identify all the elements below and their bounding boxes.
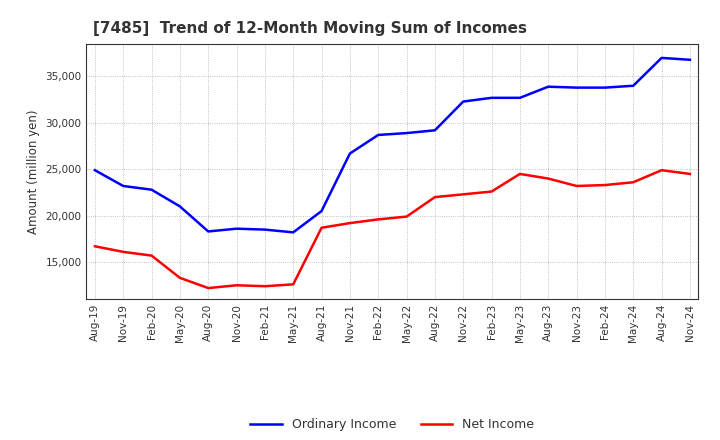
Net Income — [148, 253, 156, 258]
Net Income — [91, 244, 99, 249]
Net Income — [431, 194, 439, 200]
Ordinary Income — [572, 85, 581, 90]
Net Income — [629, 180, 637, 185]
Net Income — [374, 217, 382, 222]
Net Income — [402, 214, 411, 219]
Ordinary Income — [148, 187, 156, 192]
Net Income — [318, 225, 326, 231]
Ordinary Income — [516, 95, 524, 100]
Net Income — [261, 283, 269, 289]
Net Income — [204, 286, 212, 291]
Ordinary Income — [261, 227, 269, 232]
Net Income — [346, 220, 354, 226]
Ordinary Income — [657, 55, 666, 61]
Text: [7485]  Trend of 12-Month Moving Sum of Incomes: [7485] Trend of 12-Month Moving Sum of I… — [92, 21, 526, 36]
Net Income — [487, 189, 496, 194]
Ordinary Income — [289, 230, 297, 235]
Ordinary Income — [374, 132, 382, 138]
Ordinary Income — [459, 99, 467, 104]
Net Income — [544, 176, 552, 181]
Ordinary Income — [629, 83, 637, 88]
Line: Net Income: Net Income — [95, 170, 690, 288]
Net Income — [600, 183, 609, 188]
Ordinary Income — [346, 151, 354, 156]
Net Income — [657, 168, 666, 173]
Ordinary Income — [318, 209, 326, 214]
Ordinary Income — [402, 130, 411, 136]
Net Income — [459, 192, 467, 197]
Net Income — [119, 249, 127, 254]
Line: Ordinary Income: Ordinary Income — [95, 58, 690, 232]
Net Income — [233, 282, 241, 288]
Ordinary Income — [204, 229, 212, 234]
Net Income — [685, 171, 694, 176]
Ordinary Income — [544, 84, 552, 89]
Net Income — [289, 282, 297, 287]
Ordinary Income — [233, 226, 241, 231]
Ordinary Income — [119, 183, 127, 189]
Ordinary Income — [600, 85, 609, 90]
Ordinary Income — [487, 95, 496, 100]
Legend: Ordinary Income, Net Income: Ordinary Income, Net Income — [246, 413, 539, 436]
Y-axis label: Amount (million yen): Amount (million yen) — [27, 110, 40, 234]
Ordinary Income — [685, 57, 694, 62]
Net Income — [176, 275, 184, 280]
Ordinary Income — [91, 168, 99, 173]
Net Income — [516, 171, 524, 176]
Net Income — [572, 183, 581, 189]
Ordinary Income — [176, 204, 184, 209]
Ordinary Income — [431, 128, 439, 133]
